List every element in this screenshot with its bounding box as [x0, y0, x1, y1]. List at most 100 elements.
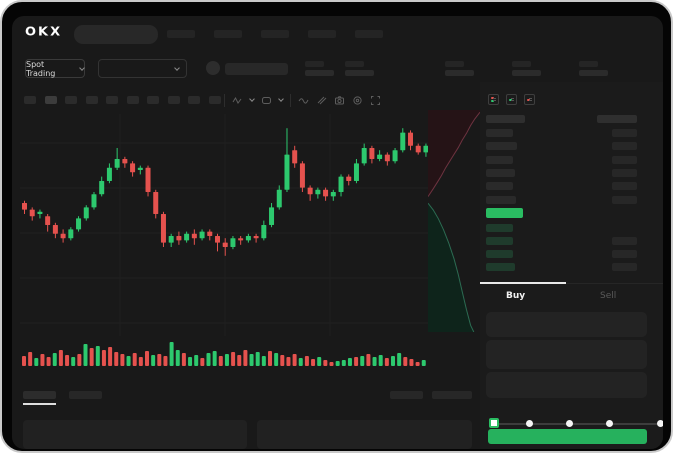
divider [224, 93, 225, 107]
bid-price-bar[interactable] [486, 263, 515, 271]
candle-style-icon[interactable] [232, 95, 243, 106]
ask-price-bar[interactable] [486, 168, 515, 177]
nav-item-placeholder[interactable] [308, 30, 336, 38]
indicator-wave-icon[interactable] [298, 95, 309, 106]
stat-label [305, 61, 324, 67]
timeframe-button[interactable] [106, 96, 118, 104]
top-nav [167, 30, 383, 38]
timeframe-button[interactable] [44, 96, 57, 104]
ask-price-bar[interactable] [486, 155, 513, 164]
amount-bar [612, 263, 637, 271]
slider-stop[interactable] [606, 420, 613, 427]
slider-stop[interactable] [526, 420, 533, 427]
orderbook-view-toggles [488, 94, 535, 105]
trade-input-field[interactable] [486, 372, 647, 398]
timeframe-button[interactable] [147, 96, 159, 104]
tab-sell[interactable]: Sell [600, 291, 617, 301]
bottom-tab[interactable] [69, 391, 102, 399]
trade-input-field[interactable] [486, 312, 647, 337]
orderbook-amount-header [597, 115, 637, 123]
amount-bar [612, 142, 637, 151]
timeframe-button[interactable] [85, 96, 98, 104]
expand-icon[interactable] [370, 95, 381, 106]
amount-slider[interactable] [490, 423, 657, 425]
buy-button[interactable] [488, 429, 647, 444]
ask-price-bar[interactable] [486, 195, 516, 204]
stat-placeholder [445, 61, 474, 76]
trade-tabbar [480, 283, 663, 309]
stat-value [345, 70, 374, 76]
active-tab-indicator [480, 282, 566, 284]
stat-value [579, 70, 608, 76]
stat-label [345, 61, 364, 67]
slider-handle[interactable] [489, 418, 499, 428]
book-asks-icon[interactable] [524, 94, 535, 105]
amount-bar [612, 168, 637, 177]
stat-label [579, 61, 598, 67]
orderbook-mid-price[interactable] [486, 208, 523, 218]
ask-price-bar[interactable] [486, 182, 513, 191]
amount-bar [612, 237, 637, 245]
chevron-down-icon [79, 64, 85, 71]
stat-placeholder [512, 61, 541, 76]
interval-icon[interactable] [261, 95, 272, 106]
coin-icon [206, 61, 220, 75]
camera-icon[interactable] [334, 95, 345, 106]
book-bids-icon[interactable] [506, 94, 517, 105]
stat-label [445, 61, 464, 67]
bid-price-bar[interactable] [486, 224, 513, 232]
ask-price-bar[interactable] [486, 129, 513, 137]
search-input[interactable] [74, 25, 158, 44]
settings-circle-icon[interactable] [352, 95, 363, 106]
nav-item-placeholder[interactable] [167, 30, 195, 38]
ask-price-bar[interactable] [486, 142, 517, 151]
nav-item-placeholder[interactable] [355, 30, 383, 38]
orders-panel [23, 420, 247, 449]
slider-stop[interactable] [566, 420, 573, 427]
timeframe-button[interactable] [126, 96, 139, 104]
candlestick-chart[interactable] [20, 114, 430, 372]
app-window: OKX Spot Trading [12, 16, 663, 449]
timeframe-button[interactable] [208, 96, 221, 104]
ticker-stats-group [305, 61, 374, 76]
bottom-tab-active[interactable] [23, 391, 56, 399]
depth-chart[interactable] [428, 110, 480, 332]
tab-buy[interactable]: Buy [506, 291, 526, 301]
market-type-label: Spot Trading [26, 59, 56, 78]
stat-label [512, 61, 531, 67]
bottom-right-control[interactable] [432, 391, 472, 399]
chevron-down-icon[interactable] [278, 96, 284, 102]
slider-stop[interactable] [657, 420, 663, 427]
timeframe-button[interactable] [188, 96, 200, 104]
amount-bar [612, 195, 637, 204]
timeframe-button[interactable] [24, 96, 36, 104]
pair-name-placeholder [225, 63, 288, 75]
stat-placeholder [579, 61, 608, 76]
stat-value [445, 70, 474, 76]
nav-item-placeholder[interactable] [261, 30, 289, 38]
bid-price-bar[interactable] [486, 237, 513, 245]
divider [290, 93, 291, 107]
pair-select-dropdown[interactable] [98, 59, 187, 78]
amount-bar [612, 129, 637, 137]
timeframe-button[interactable] [167, 96, 180, 104]
book-both-icon[interactable] [488, 94, 499, 105]
ticker-stats-group [445, 61, 608, 76]
amount-bar [612, 182, 637, 191]
compare-icon[interactable] [316, 95, 327, 106]
stat-value [512, 70, 541, 76]
okx-logo: OKX [25, 25, 63, 40]
bottom-tab-underline [23, 403, 56, 405]
chart-toolbar [224, 93, 381, 107]
chevron-down-icon [174, 64, 180, 71]
amount-bar [612, 250, 637, 258]
chevron-down-icon[interactable] [249, 96, 255, 102]
bid-price-bar[interactable] [486, 250, 513, 258]
bottom-right-control[interactable] [390, 391, 423, 399]
nav-item-placeholder[interactable] [214, 30, 242, 38]
market-type-dropdown[interactable]: Spot Trading [25, 59, 85, 78]
stat-placeholder [345, 61, 374, 76]
timeframe-button[interactable] [65, 96, 77, 104]
trade-input-field[interactable] [486, 340, 647, 369]
